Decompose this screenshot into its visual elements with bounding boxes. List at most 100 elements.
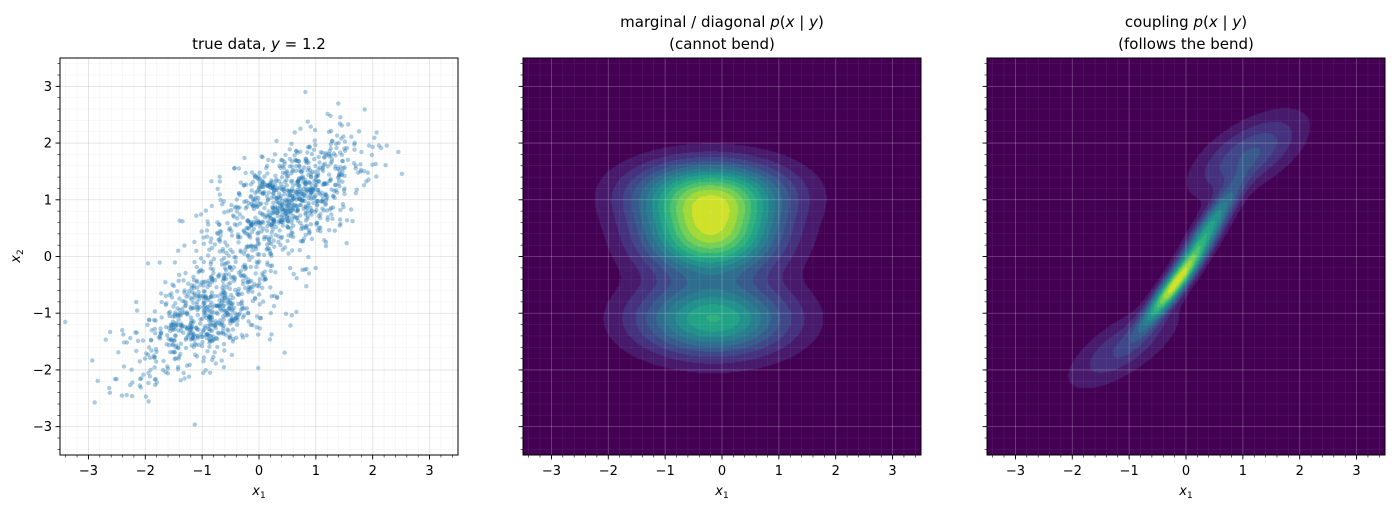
x-tick-label: 1 [775,464,783,479]
scatter-point [245,254,251,259]
scatter-point [195,312,200,318]
scatter-point [217,222,222,227]
scatter-point [270,204,275,210]
scatter-point [173,356,178,361]
scatter-point [163,280,168,285]
scatter-point [216,293,221,299]
scatter-point [325,217,330,223]
scatter-point [268,180,273,186]
scatter-point [265,183,270,189]
scatter-point [182,310,187,315]
scatter-point [194,325,199,330]
scatter-point [281,184,286,190]
scatter-point [269,263,275,268]
scatter-point [169,295,175,300]
scatter-point [194,279,200,285]
scatter-point [201,305,207,310]
scatter-point [320,206,325,211]
scatter-point [303,205,308,210]
scatter-point [265,262,270,267]
scatter-point [268,216,273,221]
scatter-point [294,276,299,281]
scatter-point [176,313,182,318]
scatter-point [180,298,185,304]
scatter-point [334,145,339,151]
scatter-point [201,283,206,288]
scatter-point [181,278,186,283]
scatter-point [324,196,329,201]
scatter-point [240,281,246,287]
scatter-point [177,296,182,301]
scatter-point [236,270,242,275]
scatter-point [295,150,300,155]
scatter-point [191,333,196,338]
scatter-point [257,302,262,307]
scatter-point [259,181,265,187]
scatter-point [248,221,253,227]
scatter-point [168,350,173,355]
y-axis-label: x2 [9,249,26,263]
scatter-point [307,180,312,185]
scatter-point [211,267,216,272]
scatter-point [283,197,288,202]
scatter-point [107,329,113,335]
scatter-point [203,295,208,301]
scatter-point [333,166,338,171]
scatter-point [305,145,311,150]
scatter-point [195,299,200,305]
scatter-point [222,266,228,271]
scatter-point [205,349,210,354]
scatter-point [267,248,273,254]
scatter-point [209,203,214,209]
scatter-point [182,376,187,381]
scatter-point [257,176,263,181]
scatter-point [254,325,259,330]
scatter-point [219,258,224,263]
scatter-point [146,345,152,350]
scatter-point [191,286,196,291]
scatter-point [207,322,213,327]
scatter-point [274,295,280,301]
scatter-point [269,241,274,246]
scatter-point [166,325,172,331]
scatter-point [186,281,191,286]
scatter-point [250,298,255,304]
scatter-point [314,207,319,213]
scatter-point [246,200,251,206]
scatter-point [270,206,276,211]
scatter-point [200,293,206,299]
scatter-point [220,314,226,319]
scatter-point [323,243,329,249]
scatter-point [189,336,195,341]
scatter-point [235,205,241,210]
scatter-point [307,145,312,150]
scatter-point [236,191,242,196]
scatter-point [321,199,326,204]
scatter-point [159,315,164,320]
scatter-point [366,177,371,182]
scatter-point [179,325,184,330]
scatter-point [273,210,278,215]
scatter-point [272,204,278,209]
scatter-point [216,304,222,309]
scatter-point [305,216,310,221]
scatter-point [211,338,216,343]
scatter-point [214,303,220,309]
scatter-point [167,313,172,319]
scatter-point [188,324,193,329]
scatter-point [179,323,184,328]
scatter-point [209,309,214,314]
scatter-point [290,183,296,188]
scatter-point [247,286,252,291]
scatter-point [235,291,240,296]
scatter-point [207,308,212,314]
scatter-point [231,278,237,284]
scatter-point [236,292,242,297]
scatter-point [243,275,248,280]
scatter-point [233,255,238,260]
scatter-point [184,363,190,368]
scatter-point [166,310,171,316]
scatter-point [215,220,220,225]
scatter-point [251,219,257,225]
scatter-point [206,307,211,312]
